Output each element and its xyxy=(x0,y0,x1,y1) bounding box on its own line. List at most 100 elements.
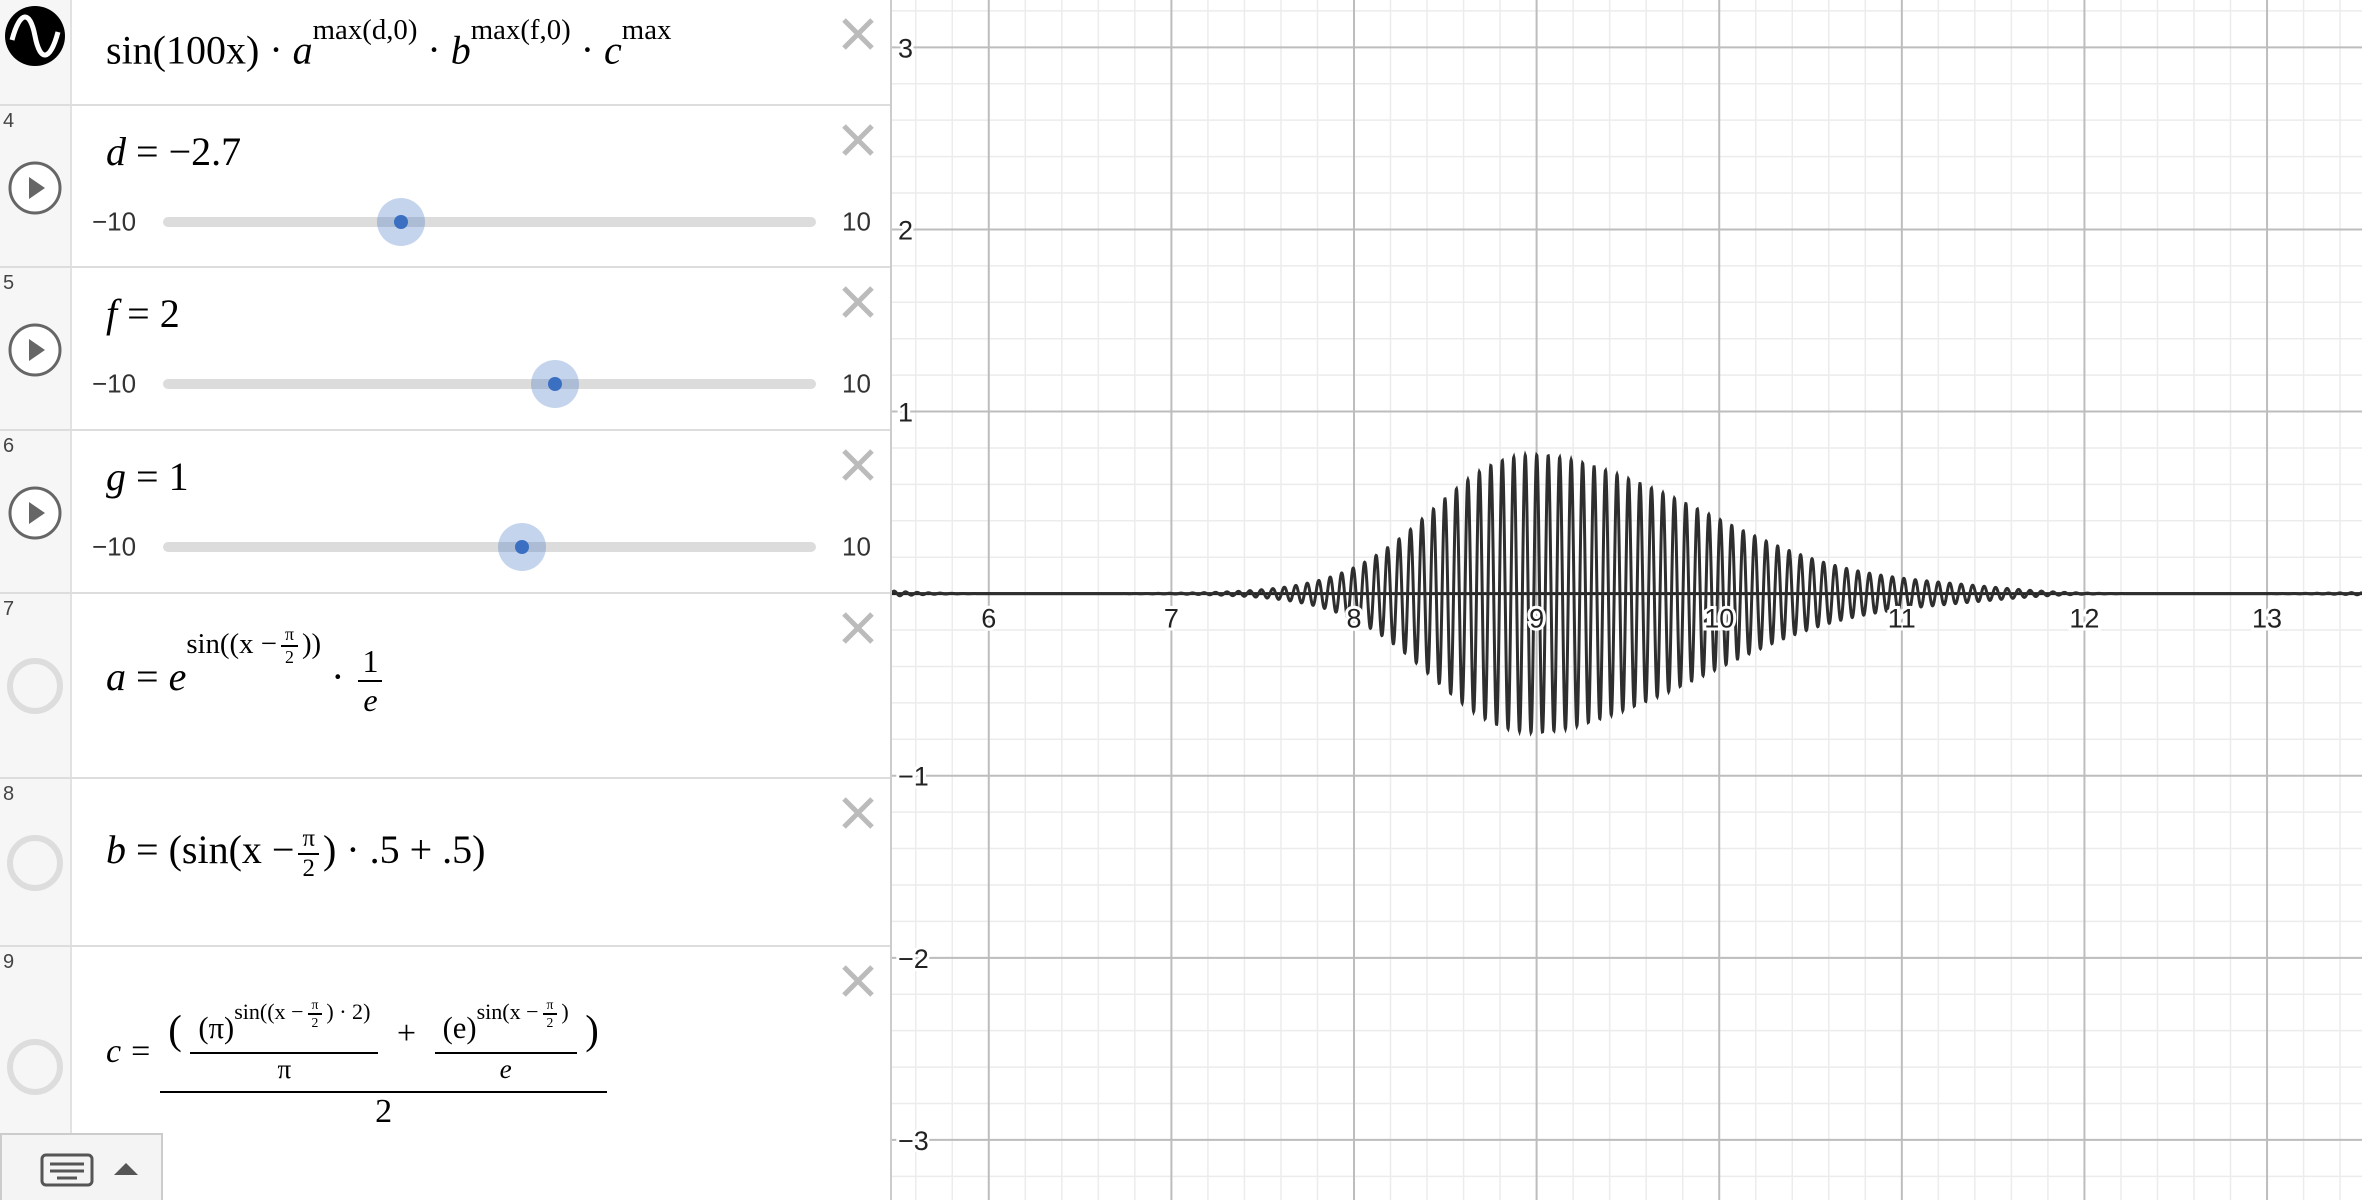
slider-row: 6 g = 1 −10 10 xyxy=(0,431,890,594)
hidden-toggle[interactable] xyxy=(0,779,72,947)
graph-curve xyxy=(892,450,2362,737)
delete-button[interactable] xyxy=(838,608,878,648)
formula-text: b xyxy=(106,827,126,873)
formula-text: ) xyxy=(561,999,569,1025)
formula-text: = xyxy=(127,291,150,336)
slider-row: 5 f = 2 −10 10 xyxy=(0,268,890,431)
formula-text: sin((x − xyxy=(234,999,304,1025)
formula: c = ( (π)sin((x − π 2) · 2) π + (e)sin(x − π 2… xyxy=(106,967,607,1131)
formula-text: 4 xyxy=(3,110,15,132)
big-fraction: ( (π)sin((x − π 2) · 2) π + (e)sin(x − π 2) e … xyxy=(160,967,607,1131)
formula-text: e xyxy=(363,681,378,718)
formula-text: e xyxy=(168,654,187,700)
play-button[interactable] xyxy=(7,485,63,541)
slider-row: 4 d = −2.7 −10 10 xyxy=(0,106,890,268)
formula-text: max(d,0) xyxy=(312,14,418,46)
slider-handle[interactable] xyxy=(530,360,579,408)
expression-row: sin(100x) · amax(d,0) · bmax(f,0) · cmax xyxy=(0,0,890,106)
formula-text: a xyxy=(292,27,313,73)
formula-text: = xyxy=(136,827,159,873)
formula-text: 2 xyxy=(375,1092,393,1130)
formula: f = 2 xyxy=(106,290,180,337)
expression-row: 8 b = (sin(x − π 2 ) · .5 + .5) xyxy=(0,779,890,947)
slider-track xyxy=(163,542,816,552)
formula-text: 2 xyxy=(285,647,294,667)
formula: d = −2.7 xyxy=(106,128,241,175)
play-button[interactable] xyxy=(7,160,63,216)
formula-text: = xyxy=(136,654,159,700)
formula-text: g xyxy=(106,454,126,499)
y-tick-label: 3 xyxy=(898,33,913,63)
formula-text: ) · .5 + .5) xyxy=(322,827,486,873)
formula-text: ) · 2) xyxy=(326,999,371,1025)
slider-min: −10 xyxy=(92,206,137,237)
formula-text: 1 xyxy=(358,643,383,682)
formula-text: 2 xyxy=(546,1015,554,1030)
formula-text: 5 xyxy=(3,272,15,294)
formula-text: π xyxy=(307,997,323,1015)
formula-text: 1 xyxy=(168,454,189,499)
formula-text: sin(x − xyxy=(476,999,539,1025)
formula-text: c xyxy=(106,1032,122,1070)
formula-text: d xyxy=(106,129,126,174)
slider-max: 10 xyxy=(842,531,871,562)
formula-text: 9 xyxy=(3,951,15,973)
delete-button[interactable] xyxy=(838,14,878,54)
y-tick-label: 1 xyxy=(898,398,913,428)
formula-text: = xyxy=(136,129,159,174)
formula-text: 2 xyxy=(159,291,180,336)
formula-text: = xyxy=(136,454,159,499)
formula-text: · xyxy=(580,27,595,73)
x-tick-label: 12 xyxy=(2069,604,2099,634)
formula-text: sin(100x) xyxy=(106,27,260,73)
hidden-toggle[interactable] xyxy=(0,594,72,779)
formula-text: b xyxy=(450,27,471,73)
expression-list: sin(100x) · amax(d,0) · bmax(f,0) · cmax 4 d = −… xyxy=(0,0,892,1200)
play-button[interactable] xyxy=(7,322,63,378)
formula-text: 2 xyxy=(302,855,315,882)
slider-track xyxy=(163,379,816,389)
slider-handle[interactable] xyxy=(377,198,426,246)
x-tick-label: 8 xyxy=(1346,604,1361,634)
gutter: 8 xyxy=(0,779,72,945)
expression-row: 7 a = esin((x − π 2))· 1 e xyxy=(0,594,890,779)
formula-text: 6 xyxy=(3,435,15,457)
delete-button[interactable] xyxy=(838,793,878,833)
delete-button[interactable] xyxy=(838,445,878,485)
formula: a = esin((x − π 2))· 1 e xyxy=(106,624,386,719)
formula-text: π xyxy=(298,825,319,855)
gutter: 7 xyxy=(0,594,72,777)
x-tick-label: 9 xyxy=(1529,604,1544,634)
formula: g = 1 xyxy=(106,453,189,500)
slider-handle[interactable] xyxy=(498,523,547,571)
formula-text: · xyxy=(427,27,441,73)
formula-text: (π) xyxy=(198,1010,235,1045)
delete-button[interactable] xyxy=(838,282,878,322)
formula-text: )) xyxy=(301,627,322,660)
slider-track xyxy=(163,217,816,227)
formula-text: −2.7 xyxy=(168,129,242,174)
x-tick-label: 10 xyxy=(1704,604,1734,634)
slider-max: 10 xyxy=(842,206,871,237)
formula-text: 7 xyxy=(3,598,15,620)
keyboard-icon xyxy=(40,1153,138,1187)
formula-text: sin((x − xyxy=(186,627,277,660)
formula-text: e xyxy=(499,1053,512,1084)
formula-text: (sin(x − xyxy=(168,827,295,873)
slider-max: 10 xyxy=(842,368,871,399)
slider-min: −10 xyxy=(92,368,137,399)
delete-button[interactable] xyxy=(838,120,878,160)
y-tick-label: −3 xyxy=(898,1126,929,1156)
x-tick-label: 6 xyxy=(981,604,996,634)
keyboard-toggle[interactable] xyxy=(0,1133,163,1200)
x-tick-label: 7 xyxy=(1164,604,1179,634)
hidden-toggle[interactable] xyxy=(0,947,72,1200)
formula-text: π xyxy=(542,997,558,1015)
delete-button[interactable] xyxy=(838,961,878,1001)
formula-text: + xyxy=(396,1014,417,1052)
formula: b = (sin(x − π 2 ) · .5 + .5) xyxy=(106,825,486,883)
formula-text: f xyxy=(106,291,118,336)
formula-text: = xyxy=(131,1032,151,1070)
formula-text: (e) xyxy=(442,1010,477,1045)
